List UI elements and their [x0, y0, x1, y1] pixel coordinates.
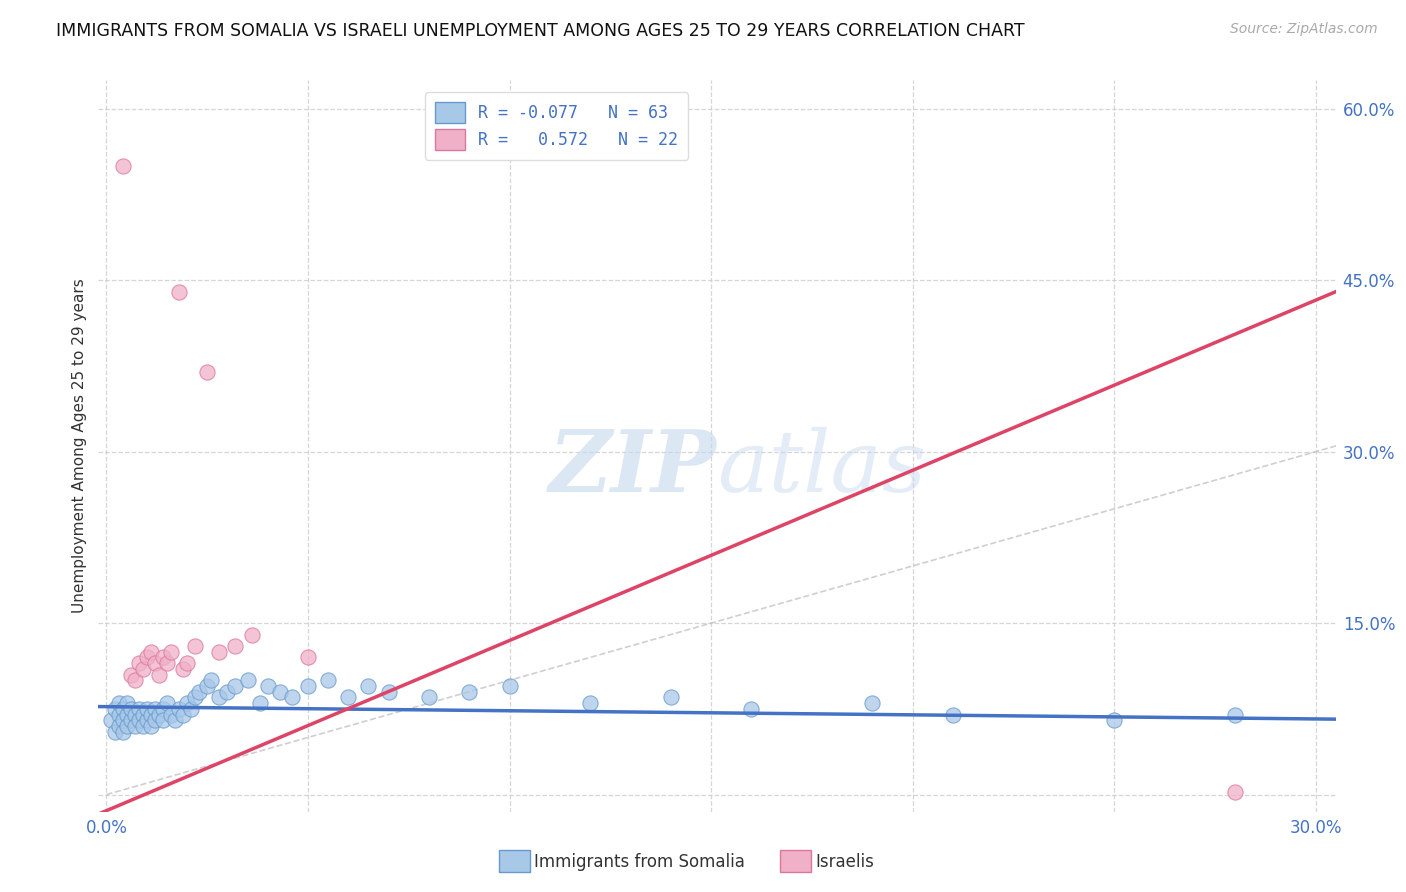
Text: atlas: atlas	[717, 426, 927, 509]
Point	[132, 719, 155, 733]
Point	[659, 690, 682, 705]
Point	[160, 707, 183, 722]
Point	[139, 707, 162, 722]
Point	[160, 645, 183, 659]
Point	[1223, 785, 1246, 799]
Point	[156, 656, 179, 670]
Text: Immigrants from Somalia: Immigrants from Somalia	[534, 853, 745, 871]
Point	[103, 724, 125, 739]
Point	[1223, 707, 1246, 722]
Point	[195, 365, 218, 379]
Point	[297, 679, 319, 693]
Point	[148, 707, 170, 722]
Y-axis label: Unemployment Among Ages 25 to 29 years: Unemployment Among Ages 25 to 29 years	[72, 278, 87, 614]
Point	[357, 679, 380, 693]
Point	[107, 719, 129, 733]
Text: Source: ZipAtlas.com: Source: ZipAtlas.com	[1230, 22, 1378, 37]
Point	[139, 719, 162, 733]
Point	[128, 702, 150, 716]
Point	[208, 690, 231, 705]
Text: Israelis: Israelis	[815, 853, 875, 871]
Point	[860, 696, 883, 710]
Point	[167, 285, 190, 299]
Point	[256, 679, 278, 693]
Point	[269, 684, 291, 698]
Point	[152, 702, 174, 716]
Point	[139, 645, 162, 659]
Point	[120, 714, 142, 728]
Point	[297, 650, 319, 665]
Text: ZIP: ZIP	[550, 426, 717, 509]
Point	[217, 684, 239, 698]
Point	[163, 714, 186, 728]
Point	[224, 679, 246, 693]
Point	[111, 702, 134, 716]
Point	[337, 690, 360, 705]
Point	[200, 673, 222, 688]
Point	[135, 650, 157, 665]
Point	[107, 696, 129, 710]
Point	[128, 656, 150, 670]
Point	[184, 639, 207, 653]
Point	[132, 707, 155, 722]
Point	[115, 707, 138, 722]
Point	[120, 702, 142, 716]
Point	[942, 707, 965, 722]
Point	[1102, 714, 1125, 728]
Legend: R = -0.077   N = 63, R =   0.572   N = 22: R = -0.077 N = 63, R = 0.572 N = 22	[425, 92, 688, 160]
Text: IMMIGRANTS FROM SOMALIA VS ISRAELI UNEMPLOYMENT AMONG AGES 25 TO 29 YEARS CORREL: IMMIGRANTS FROM SOMALIA VS ISRAELI UNEMP…	[56, 22, 1025, 40]
Point	[316, 673, 339, 688]
Point	[195, 679, 218, 693]
Point	[115, 696, 138, 710]
Point	[124, 719, 146, 733]
Point	[111, 714, 134, 728]
Point	[128, 714, 150, 728]
Point	[107, 707, 129, 722]
Point	[124, 673, 146, 688]
Point	[143, 656, 166, 670]
Point	[100, 714, 122, 728]
Point	[176, 656, 198, 670]
Point	[377, 684, 399, 698]
Point	[208, 645, 231, 659]
Point	[740, 702, 762, 716]
Point	[240, 627, 263, 641]
Point	[176, 696, 198, 710]
Point	[148, 667, 170, 681]
Point	[167, 702, 190, 716]
Point	[124, 707, 146, 722]
Point	[188, 684, 211, 698]
Point	[180, 702, 202, 716]
Point	[111, 724, 134, 739]
Point	[135, 702, 157, 716]
Point	[172, 707, 194, 722]
Point	[143, 714, 166, 728]
Point	[224, 639, 246, 653]
Point	[132, 662, 155, 676]
Point	[115, 719, 138, 733]
Point	[152, 650, 174, 665]
Point	[143, 702, 166, 716]
Point	[184, 690, 207, 705]
Point	[579, 696, 602, 710]
Point	[111, 159, 134, 173]
Point	[135, 714, 157, 728]
Point	[418, 690, 440, 705]
Point	[120, 667, 142, 681]
Point	[458, 684, 481, 698]
Point	[156, 696, 179, 710]
Point	[152, 714, 174, 728]
Point	[249, 696, 271, 710]
Point	[236, 673, 259, 688]
Point	[103, 702, 125, 716]
Point	[498, 679, 520, 693]
Point	[281, 690, 304, 705]
Point	[172, 662, 194, 676]
